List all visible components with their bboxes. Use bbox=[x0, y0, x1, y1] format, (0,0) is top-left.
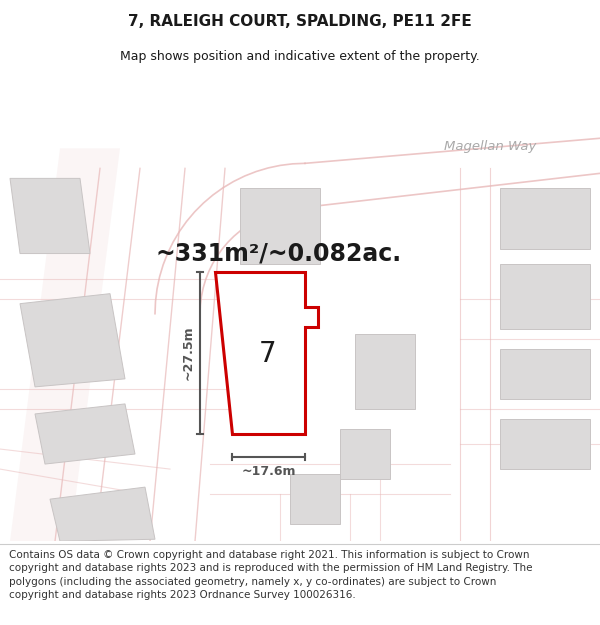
Polygon shape bbox=[500, 349, 590, 399]
Polygon shape bbox=[10, 178, 90, 254]
Polygon shape bbox=[10, 148, 120, 541]
Text: ~331m²/~0.082ac.: ~331m²/~0.082ac. bbox=[155, 241, 401, 266]
Text: Map shows position and indicative extent of the property.: Map shows position and indicative extent… bbox=[120, 50, 480, 62]
Text: 7: 7 bbox=[259, 340, 277, 367]
Polygon shape bbox=[35, 404, 135, 464]
Polygon shape bbox=[215, 272, 318, 434]
Polygon shape bbox=[340, 429, 390, 479]
Polygon shape bbox=[500, 188, 590, 249]
Polygon shape bbox=[355, 334, 415, 409]
Polygon shape bbox=[20, 294, 125, 387]
Text: 7, RALEIGH COURT, SPALDING, PE11 2FE: 7, RALEIGH COURT, SPALDING, PE11 2FE bbox=[128, 14, 472, 29]
Polygon shape bbox=[500, 264, 590, 329]
Polygon shape bbox=[240, 188, 320, 264]
Polygon shape bbox=[50, 487, 155, 541]
Text: Contains OS data © Crown copyright and database right 2021. This information is : Contains OS data © Crown copyright and d… bbox=[9, 549, 533, 601]
Polygon shape bbox=[290, 474, 340, 524]
Text: Magellan Way: Magellan Way bbox=[444, 140, 536, 152]
Text: ~27.5m: ~27.5m bbox=[182, 326, 194, 380]
Polygon shape bbox=[500, 419, 590, 469]
Text: ~17.6m: ~17.6m bbox=[241, 464, 296, 478]
